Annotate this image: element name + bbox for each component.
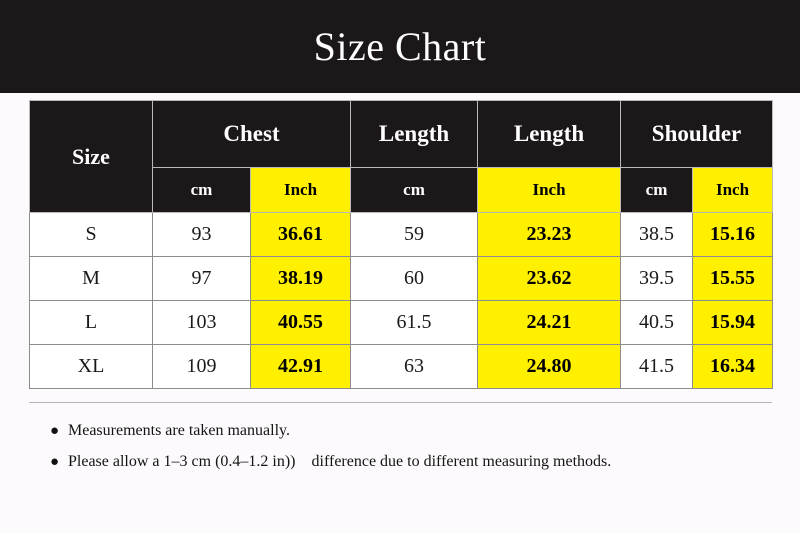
list-item: ● Please allow a 1–3 cm (0.4–1.2 in)) di… xyxy=(50,451,790,473)
cell-shoulder-inch: 15.55 xyxy=(692,256,774,301)
header-unit-chest-inch: Inch xyxy=(249,167,352,213)
bullet-icon: ● xyxy=(50,423,60,439)
header-length-cm: Length xyxy=(350,100,479,168)
table-header-units: cm Inch cm Inch cm Inch xyxy=(30,167,774,213)
cell-shoulder-inch: 15.94 xyxy=(692,300,774,345)
size-table-wrapper: Size Chest Length Length Shoulder cm Inc… xyxy=(29,100,774,389)
note-text: Measurements are taken manually. xyxy=(68,422,290,439)
cell-length-cm: 60 xyxy=(350,256,479,301)
cell-size: XL xyxy=(29,344,153,389)
size-table: Size Chest Length Length Shoulder cm Inc… xyxy=(29,100,774,389)
header-shoulder: Shoulder xyxy=(620,100,774,168)
cell-size: L xyxy=(29,300,153,345)
cell-shoulder-cm: 39.5 xyxy=(620,256,694,301)
title-band: Size Chart xyxy=(0,0,800,93)
header-unit-chest-cm: cm xyxy=(152,167,251,213)
cell-chest-cm: 97 xyxy=(152,256,251,301)
table-row: L 103 40.55 61.5 24.21 40.5 15.94 xyxy=(29,300,774,345)
cell-size: S xyxy=(29,212,153,257)
header-unit-shoulder-inch: Inch xyxy=(692,167,774,213)
cell-shoulder-cm: 41.5 xyxy=(620,344,694,389)
cell-chest-inch: 42.91 xyxy=(249,344,352,389)
cell-chest-inch: 36.61 xyxy=(249,212,352,257)
cell-length-inch: 23.62 xyxy=(477,256,622,301)
table-row: XL 109 42.91 63 24.80 41.5 16.34 xyxy=(29,344,774,389)
note-text: Please allow a 1–3 cm (0.4–1.2 in)) diff… xyxy=(68,453,612,470)
cell-chest-cm: 103 xyxy=(152,300,251,345)
cell-length-inch: 24.21 xyxy=(477,300,622,345)
cell-length-cm: 63 xyxy=(350,344,479,389)
cell-shoulder-inch: 16.34 xyxy=(692,344,774,389)
table-body: S 93 36.61 59 23.23 38.5 15.16 M 97 38.1… xyxy=(29,212,774,389)
cell-size: M xyxy=(29,256,153,301)
table-row: S 93 36.61 59 23.23 38.5 15.16 xyxy=(29,212,774,257)
list-item: ● Measurements are taken manually. xyxy=(50,420,790,442)
divider xyxy=(29,402,772,403)
cell-shoulder-cm: 40.5 xyxy=(620,300,694,345)
cell-length-cm: 61.5 xyxy=(350,300,479,345)
cell-length-inch: 23.23 xyxy=(477,212,622,257)
bullet-icon: ● xyxy=(50,454,60,470)
header-chest: Chest xyxy=(151,100,352,168)
cell-chest-inch: 40.55 xyxy=(249,300,352,345)
header-unit-length-cm: cm xyxy=(350,167,479,213)
cell-chest-cm: 109 xyxy=(152,344,251,389)
table-header-groups: Size Chest Length Length Shoulder xyxy=(29,100,774,213)
header-length-inch: Length xyxy=(477,100,622,168)
cell-shoulder-cm: 38.5 xyxy=(620,212,694,257)
table-head: Size Chest Length Length Shoulder cm Inc… xyxy=(29,100,774,213)
cell-length-cm: 59 xyxy=(350,212,479,257)
cell-length-inch: 24.80 xyxy=(477,344,622,389)
header-unit-shoulder-cm: cm xyxy=(620,167,694,213)
header-size: Size xyxy=(29,100,153,213)
table-row: M 97 38.19 60 23.62 39.5 15.55 xyxy=(29,256,774,301)
cell-chest-inch: 38.19 xyxy=(249,256,352,301)
cell-shoulder-inch: 15.16 xyxy=(692,212,774,257)
notes-section: ● Measurements are taken manually. ● Ple… xyxy=(50,420,790,482)
page-title: Size Chart xyxy=(313,23,487,69)
cell-chest-cm: 93 xyxy=(152,212,251,257)
header-unit-length-inch: Inch xyxy=(477,167,622,213)
